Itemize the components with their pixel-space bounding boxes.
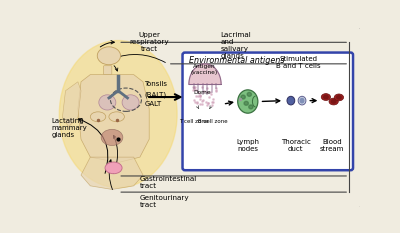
Text: Environmental antigens: Environmental antigens bbox=[189, 56, 284, 65]
Text: Antigen
(vaccine): Antigen (vaccine) bbox=[191, 64, 218, 75]
Ellipse shape bbox=[332, 100, 336, 103]
Ellipse shape bbox=[298, 96, 306, 105]
Ellipse shape bbox=[238, 90, 258, 113]
Text: (BALT): (BALT) bbox=[144, 91, 167, 98]
Ellipse shape bbox=[287, 96, 295, 105]
Ellipse shape bbox=[241, 95, 245, 99]
Ellipse shape bbox=[90, 112, 106, 122]
Ellipse shape bbox=[109, 112, 124, 122]
Polygon shape bbox=[78, 75, 149, 163]
Ellipse shape bbox=[105, 162, 122, 174]
Text: Stimulated
B and T cells: Stimulated B and T cells bbox=[276, 56, 320, 69]
Text: Dome: Dome bbox=[194, 90, 211, 95]
Ellipse shape bbox=[97, 47, 120, 65]
Polygon shape bbox=[81, 157, 143, 189]
Text: Tonsils: Tonsils bbox=[144, 81, 168, 87]
Ellipse shape bbox=[59, 41, 177, 188]
Text: Lymph
nodes: Lymph nodes bbox=[236, 139, 259, 152]
Ellipse shape bbox=[321, 94, 330, 100]
Ellipse shape bbox=[300, 98, 304, 103]
Ellipse shape bbox=[324, 96, 328, 99]
Ellipse shape bbox=[249, 105, 253, 109]
Ellipse shape bbox=[99, 95, 116, 110]
Ellipse shape bbox=[247, 92, 252, 96]
Text: Thoracic
duct: Thoracic duct bbox=[281, 139, 311, 152]
Text: T cell zone: T cell zone bbox=[180, 120, 209, 124]
Polygon shape bbox=[62, 82, 81, 127]
Ellipse shape bbox=[334, 94, 344, 101]
Ellipse shape bbox=[244, 101, 248, 105]
Text: Genitourinary
tract: Genitourinary tract bbox=[140, 195, 190, 208]
Text: Gastrointestinal
tract: Gastrointestinal tract bbox=[140, 176, 197, 189]
Text: B cell zone: B cell zone bbox=[198, 120, 228, 124]
Ellipse shape bbox=[337, 96, 341, 99]
Text: Lacrimal
and
salivary
glands: Lacrimal and salivary glands bbox=[220, 32, 251, 59]
Text: Upper
respiratory
tract: Upper respiratory tract bbox=[129, 32, 169, 52]
Ellipse shape bbox=[101, 129, 123, 145]
Ellipse shape bbox=[329, 98, 338, 105]
Text: Lactating
mammary
glands: Lactating mammary glands bbox=[52, 118, 87, 138]
FancyBboxPatch shape bbox=[104, 66, 112, 75]
FancyBboxPatch shape bbox=[182, 53, 353, 170]
Text: Blood
stream: Blood stream bbox=[320, 139, 344, 152]
Text: GALT: GALT bbox=[144, 101, 162, 107]
Polygon shape bbox=[189, 64, 221, 85]
Ellipse shape bbox=[122, 95, 139, 110]
